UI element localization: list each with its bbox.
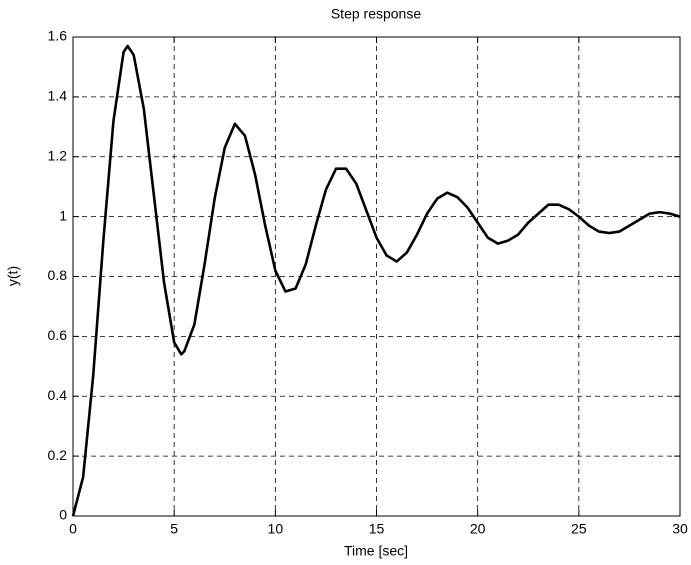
chart-title: Step response (331, 6, 421, 22)
y-tick-label: 1.4 (48, 88, 68, 104)
y-tick-label: 1.6 (48, 28, 68, 44)
y-tick-label: 0 (59, 507, 67, 523)
x-tick-label: 15 (369, 521, 385, 537)
x-tick-label: 10 (268, 521, 284, 537)
y-tick-label: 0.2 (48, 447, 68, 463)
y-axis-label: y(t) (5, 266, 21, 286)
y-tick-label: 1.2 (48, 147, 68, 163)
y-tick-label: 0.4 (48, 387, 68, 403)
x-tick-label: 25 (571, 521, 587, 537)
x-axis-label: Time [sec] (344, 543, 408, 559)
plot-frame (72, 36, 681, 517)
y-tick-label: 0.8 (48, 267, 68, 283)
data-line (71, 44, 681, 517)
y-tick-label: 0.6 (48, 327, 68, 343)
x-tick-label: 20 (470, 521, 486, 537)
x-tick-label: 0 (69, 521, 77, 537)
y-tick-label: 1 (59, 207, 67, 223)
x-tick-label: 30 (672, 521, 688, 537)
x-tick-label: 5 (170, 521, 178, 537)
